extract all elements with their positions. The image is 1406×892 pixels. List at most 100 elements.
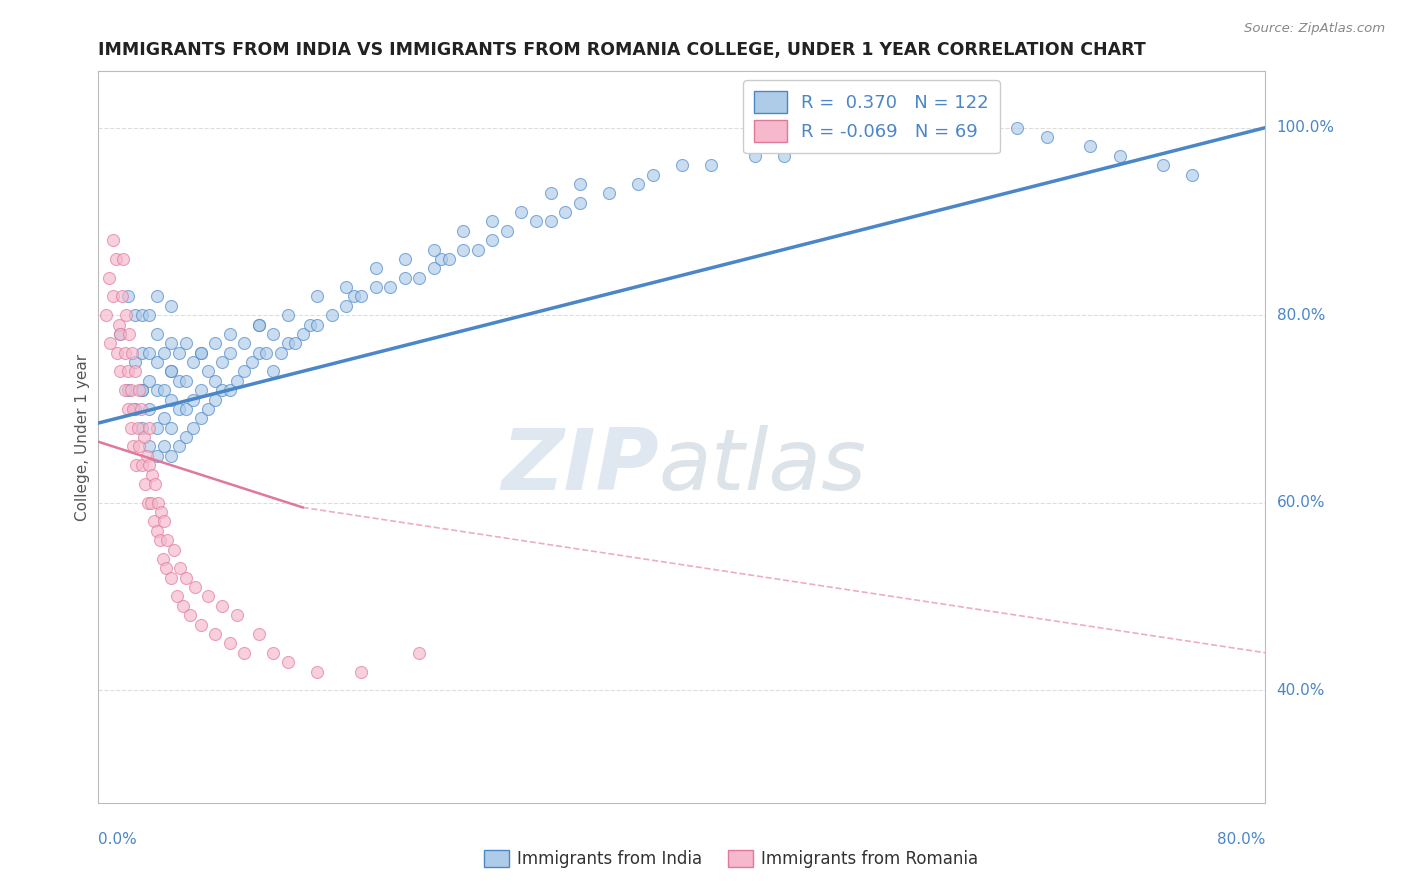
Point [247,318,270,332]
Point [131,308,153,322]
Point [111,289,134,303]
Point [179,608,201,623]
Legend: Immigrants from India, Immigrants from Romania: Immigrants from India, Immigrants from R… [478,843,984,875]
Point [135,449,157,463]
Point [110,326,132,341]
Point [307,665,329,679]
Point [121,345,143,359]
Point [146,524,169,538]
Point [174,374,197,388]
Point [138,458,160,473]
Point [150,505,173,519]
Point [110,326,132,341]
Point [97,270,120,285]
Point [101,289,124,303]
Point [141,467,163,482]
Point [204,627,226,641]
Point [540,214,562,228]
Point [218,636,240,650]
Point [139,496,162,510]
Point [1035,130,1057,145]
Point [110,364,132,378]
Point [153,411,176,425]
Point [146,289,169,303]
Point [598,186,620,201]
Point [117,383,139,397]
Point [138,420,160,434]
Point [467,243,489,257]
Point [204,392,226,407]
Point [163,542,186,557]
Point [408,646,430,660]
Point [343,289,366,303]
Point [138,308,160,322]
Point [124,308,146,322]
Y-axis label: College, Under 1 year: College, Under 1 year [75,353,90,521]
Point [174,336,197,351]
Point [481,214,503,228]
Point [247,627,270,641]
Point [127,420,149,434]
Point [262,364,284,378]
Point [138,440,160,454]
Point [117,364,139,378]
Point [254,345,277,359]
Point [131,383,153,397]
Point [423,243,446,257]
Point [218,383,240,397]
Point [671,158,693,172]
Point [160,449,183,463]
Point [284,336,307,351]
Point [226,608,249,623]
Point [451,243,474,257]
Point [408,270,430,285]
Point [153,345,176,359]
Point [167,401,190,416]
Point [190,345,212,359]
Point [183,580,205,594]
Point [380,280,402,294]
Point [115,308,138,322]
Point [211,383,233,397]
Point [104,252,127,266]
Point [160,364,183,378]
Point [277,308,299,322]
Point [233,646,256,660]
Point [181,355,204,369]
Point [350,665,373,679]
Text: 80.0%: 80.0% [1218,832,1265,847]
Point [190,617,212,632]
Point [321,308,343,322]
Point [181,420,204,434]
Point [101,233,124,247]
Text: IMMIGRANTS FROM INDIA VS IMMIGRANTS FROM ROMANIA COLLEGE, UNDER 1 YEAR CORRELATI: IMMIGRANTS FROM INDIA VS IMMIGRANTS FROM… [98,41,1146,59]
Point [270,345,292,359]
Point [524,214,547,228]
Point [153,440,176,454]
Point [131,420,153,434]
Point [124,401,146,416]
Point [700,158,723,172]
Point [423,261,446,276]
Point [148,496,170,510]
Point [568,195,591,210]
Point [152,552,174,566]
Point [128,440,150,454]
Point [190,411,212,425]
Point [641,168,664,182]
Point [291,326,314,341]
Point [166,590,188,604]
Point [118,326,141,341]
Point [124,355,146,369]
Point [174,571,197,585]
Point [335,280,357,294]
Point [174,401,197,416]
Point [160,571,183,585]
Point [146,383,169,397]
Point [307,318,329,332]
Point [350,289,373,303]
Point [155,561,177,575]
Point [197,364,219,378]
Point [160,299,183,313]
Point [233,364,256,378]
